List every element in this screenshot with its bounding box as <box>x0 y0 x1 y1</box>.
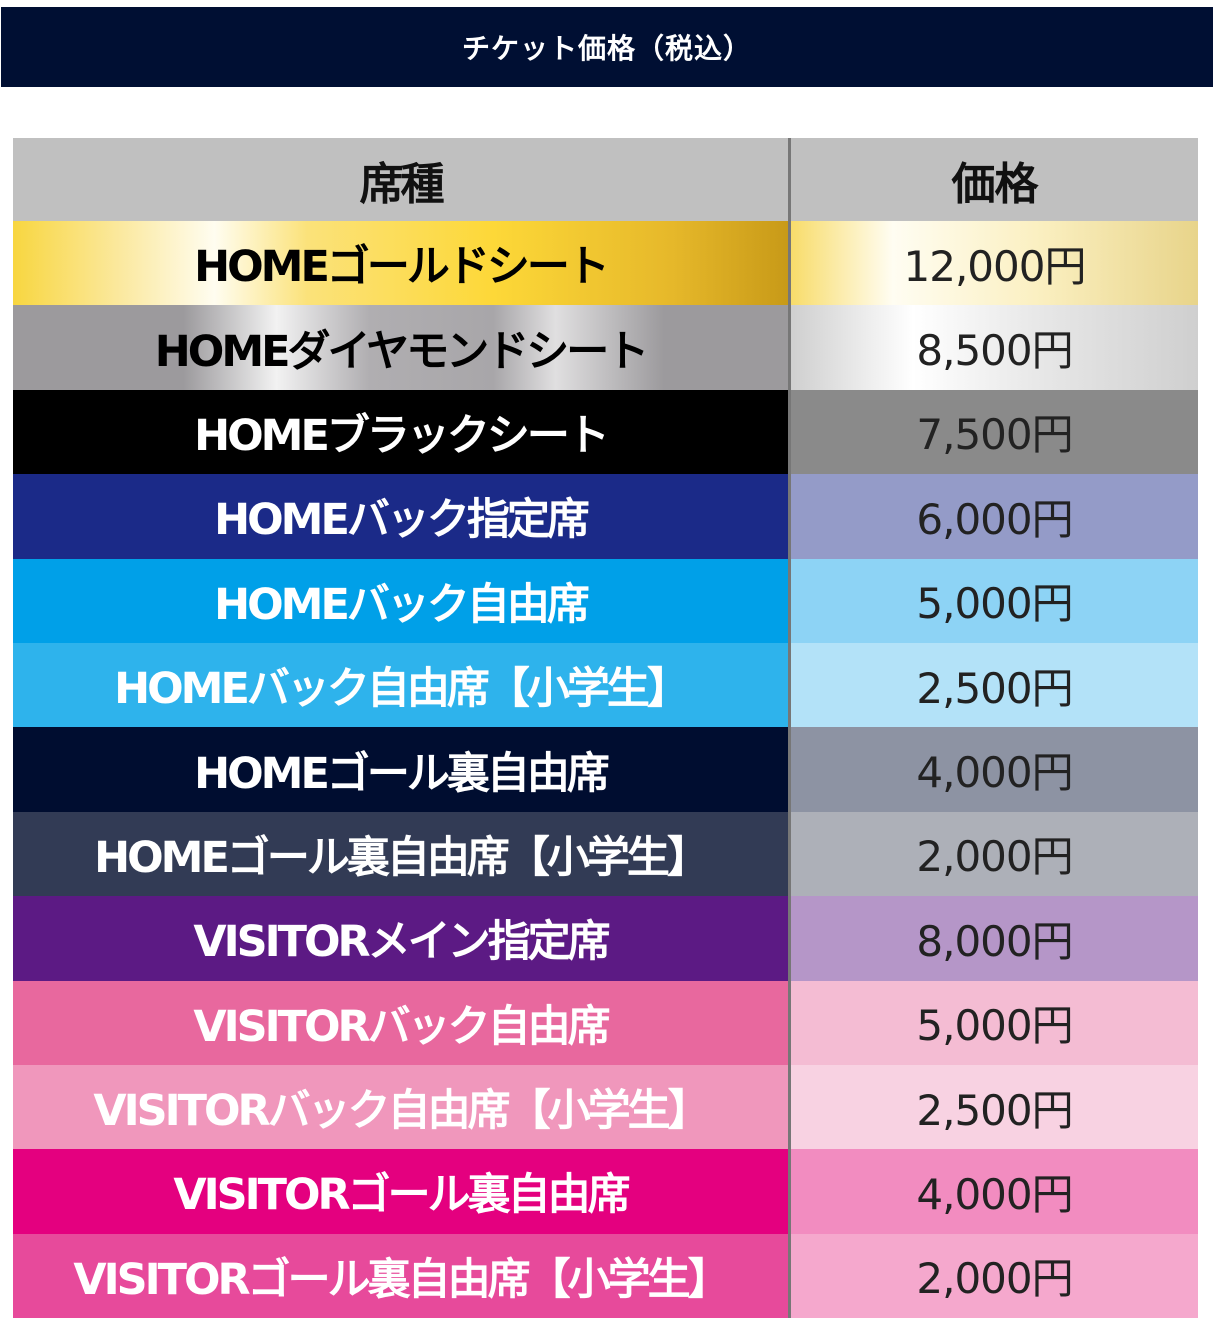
table-row: HOMEゴール裏自由席 4,000円 <box>13 727 1198 812</box>
table-header-row: 席種 価格 <box>13 138 1198 221</box>
price-cell: 8,000円 <box>788 896 1198 981</box>
table-row: HOMEゴール裏自由席【小学生】 2,000円 <box>13 811 1198 897</box>
table-row: VISITORバック自由席【小学生】 2,500円 <box>13 1064 1198 1150</box>
table-row: HOMEゴールドシート 12,000円 <box>13 221 1198 306</box>
seat-type-cell: VISITORゴール裏自由席【小学生】 <box>13 1233 788 1319</box>
price-cell: 2,500円 <box>788 1064 1198 1150</box>
seat-type-cell: VISITORゴール裏自由席 <box>13 1149 788 1234</box>
seat-type-cell: HOMEダイヤモンドシート <box>13 305 788 390</box>
table-row: VISITORメイン指定席 8,000円 <box>13 896 1198 981</box>
price-cell: 4,000円 <box>788 727 1198 812</box>
seat-type-cell: VISITORバック自由席【小学生】 <box>13 1064 788 1150</box>
seat-type-cell: HOMEゴール裏自由席 <box>13 727 788 812</box>
seat-type-cell: HOMEゴール裏自由席【小学生】 <box>13 811 788 897</box>
table-row: HOMEダイヤモンドシート 8,500円 <box>13 305 1198 390</box>
ticket-price-table: 席種 価格 HOMEゴールドシート 12,000円 HOMEダイヤモンドシート 8,5… <box>13 138 1198 1319</box>
seat-type-cell: HOMEブラックシート <box>13 389 788 475</box>
price-cell: 4,000円 <box>788 1149 1198 1234</box>
price-cell: 2,000円 <box>788 811 1198 897</box>
seat-type-cell: VISITORメイン指定席 <box>13 896 788 981</box>
price-cell: 6,000円 <box>788 474 1198 559</box>
page-title: チケット価格（税込） <box>1 7 1213 87</box>
price-cell: 2,000円 <box>788 1233 1198 1319</box>
header-seat-type: 席種 <box>13 138 788 221</box>
seat-type-cell: VISITORバック自由席 <box>13 980 788 1065</box>
table-row: HOMEブラックシート 7,500円 <box>13 389 1198 475</box>
table-row: VISITORゴール裏自由席【小学生】 2,000円 <box>13 1233 1198 1319</box>
table-row: VISITORゴール裏自由席 4,000円 <box>13 1149 1198 1234</box>
table-row: HOMEバック指定席 6,000円 <box>13 474 1198 559</box>
seat-type-cell: HOMEバック指定席 <box>13 474 788 559</box>
price-cell: 12,000円 <box>788 221 1198 306</box>
table-row: HOMEバック自由席 5,000円 <box>13 558 1198 643</box>
price-cell: 8,500円 <box>788 305 1198 390</box>
price-cell: 5,000円 <box>788 558 1198 643</box>
price-cell: 7,500円 <box>788 389 1198 475</box>
seat-type-cell: HOMEバック自由席 <box>13 558 788 643</box>
table-row: HOMEバック自由席【小学生】 2,500円 <box>13 642 1198 728</box>
price-cell: 2,500円 <box>788 642 1198 728</box>
table-row: VISITORバック自由席 5,000円 <box>13 980 1198 1065</box>
seat-type-cell: HOMEバック自由席【小学生】 <box>13 642 788 728</box>
seat-type-cell: HOMEゴールドシート <box>13 221 788 306</box>
price-cell: 5,000円 <box>788 980 1198 1065</box>
header-price: 価格 <box>788 138 1198 221</box>
